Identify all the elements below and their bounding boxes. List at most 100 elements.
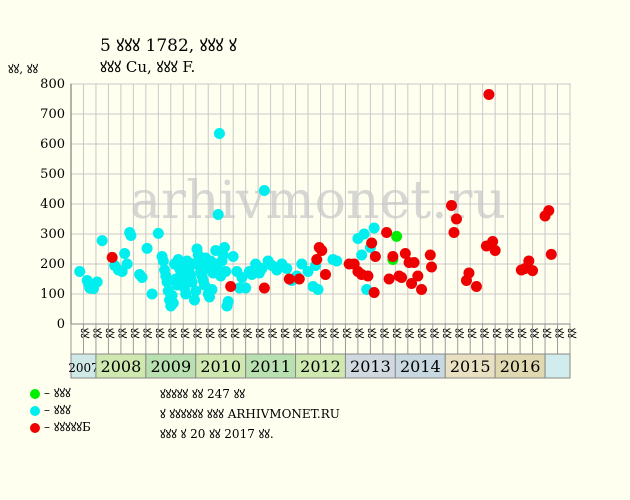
legend-label: – ꙋꙋꙋ (44, 386, 71, 400)
data-point (312, 284, 324, 295)
y-axis-ticks: 0 100 200 300 400 500 600 700 800 (40, 77, 65, 332)
y-tick-label: 100 (40, 287, 65, 302)
x-tick-label: ꙋꙋ (390, 328, 403, 338)
x-tick-label: ꙋꙋ (290, 328, 303, 338)
data-point (296, 258, 308, 270)
x-tick-label: ꙋꙋ (515, 328, 528, 338)
x-tick-label: ꙋꙋ (166, 328, 179, 338)
x-tick-label: ꙋꙋ (265, 328, 278, 338)
x-tick-label: ꙋꙋ (328, 328, 341, 338)
data-point (125, 230, 137, 241)
y-tick-label: 700 (40, 107, 65, 122)
year-cell (70, 353, 97, 379)
legend-dot-icon (30, 388, 40, 399)
data-point (240, 282, 252, 294)
watermark: arhivmonet.ru (130, 171, 506, 231)
x-tick-label: ꙋꙋ (278, 328, 291, 338)
data-point (316, 245, 328, 256)
legend-item-green: – ꙋꙋꙋ (30, 384, 71, 401)
year-label: 2012 (300, 357, 341, 376)
legend-dot-icon (30, 422, 40, 433)
data-point (302, 266, 314, 277)
data-point (167, 297, 179, 309)
x-tick-label: ꙋꙋ (203, 328, 216, 338)
data-point (225, 281, 237, 292)
x-tick-label: ꙋꙋ (191, 328, 204, 338)
x-tick-label: ꙋꙋ (452, 328, 465, 338)
data-point (396, 272, 408, 283)
data-point (368, 222, 380, 234)
year-cell (95, 353, 147, 379)
x-tick-label: ꙋꙋ (153, 328, 166, 338)
data-point (146, 288, 158, 300)
y-tick-label: 400 (40, 197, 65, 212)
data-point (545, 248, 557, 260)
y-tick-label: 800 (40, 77, 65, 92)
year-label: 2007 (68, 361, 99, 375)
year-label: 2015 (450, 357, 491, 376)
year-cell (544, 353, 571, 379)
x-tick-label: ꙋꙋ (428, 328, 441, 338)
year-label: 2016 (500, 357, 541, 376)
data-point (362, 270, 374, 282)
x-tick-label: ꙋꙋ (240, 328, 253, 338)
data-point (180, 288, 192, 300)
x-axis-quarters: ꙋꙋ ꙋꙋ ꙋꙋ ꙋꙋ ꙋꙋ ꙋꙋ ꙋꙋ ꙋꙋ ꙋꙋ ꙋꙋ ꙋꙋ ꙋꙋ ꙋꙋ ꙋꙋ ꙋꙋ ꙋꙋ ꙋꙋ ꙋꙋ ꙋꙋ ꙋꙋ… (70, 323, 578, 355)
x-tick-label: ꙋꙋ (465, 328, 478, 338)
year-cell (295, 353, 346, 379)
year-label: 2010 (200, 357, 241, 376)
data-point (189, 294, 201, 306)
data-point (258, 185, 270, 196)
data-points (74, 89, 557, 312)
data-point (366, 237, 378, 249)
x-tick-label: ꙋꙋ (527, 328, 540, 338)
data-point (96, 235, 108, 247)
year-cell (145, 353, 197, 379)
data-point (106, 251, 118, 263)
x-tick-label: ꙋꙋ (141, 328, 154, 338)
year-label: 2014 (400, 357, 441, 376)
x-tick-label: ꙋꙋ (128, 328, 141, 338)
x-tick-label: ꙋꙋ (552, 328, 565, 338)
data-point (470, 281, 482, 292)
data-point (412, 270, 424, 282)
data-point (487, 236, 499, 247)
chart-subtitle: ꙋꙋꙋ Cu, ꙋꙋꙋ F. (100, 58, 196, 76)
data-point (527, 265, 539, 277)
x-tick-label: ꙋꙋ (502, 328, 515, 338)
note-line: ꙋꙋꙋꙋꙋ ꙋꙋ 247 ꙋꙋ (160, 387, 245, 401)
x-tick-label: ꙋꙋ (565, 328, 578, 338)
y-tick-label: 500 (40, 167, 65, 182)
data-point (227, 251, 239, 262)
data-point (293, 273, 305, 285)
data-point (331, 255, 343, 267)
year-cell (245, 353, 297, 379)
legend-label: – ꙋꙋꙋ (44, 403, 71, 417)
data-point (283, 273, 295, 285)
legend-item-red: – ꙋꙋꙋꙋꙋБ (30, 418, 91, 435)
x-tick-label: ꙋꙋ (378, 328, 391, 338)
x-tick-label: ꙋꙋ (91, 328, 104, 338)
data-point (213, 128, 225, 139)
data-point (136, 272, 148, 283)
x-tick-label: ꙋꙋ (215, 328, 228, 338)
year-label: 2011 (250, 357, 291, 376)
year-cell (344, 353, 396, 379)
year-cell (195, 353, 247, 379)
data-point (220, 266, 232, 277)
year-label: 2013 (350, 357, 391, 376)
data-point (450, 213, 462, 225)
data-point (426, 261, 438, 273)
data-point (424, 249, 436, 261)
data-point (358, 228, 370, 240)
data-point (152, 227, 164, 239)
y-axis-unit: ꙋꙋ, ꙋꙋ (8, 62, 39, 76)
data-point (445, 200, 457, 211)
x-tick-label: ꙋꙋ (415, 328, 428, 338)
data-point (190, 285, 202, 297)
data-point (463, 267, 475, 279)
data-point (256, 263, 268, 274)
x-tick-label: ꙋꙋ (228, 328, 241, 338)
data-point (543, 205, 555, 217)
data-point (91, 276, 103, 288)
